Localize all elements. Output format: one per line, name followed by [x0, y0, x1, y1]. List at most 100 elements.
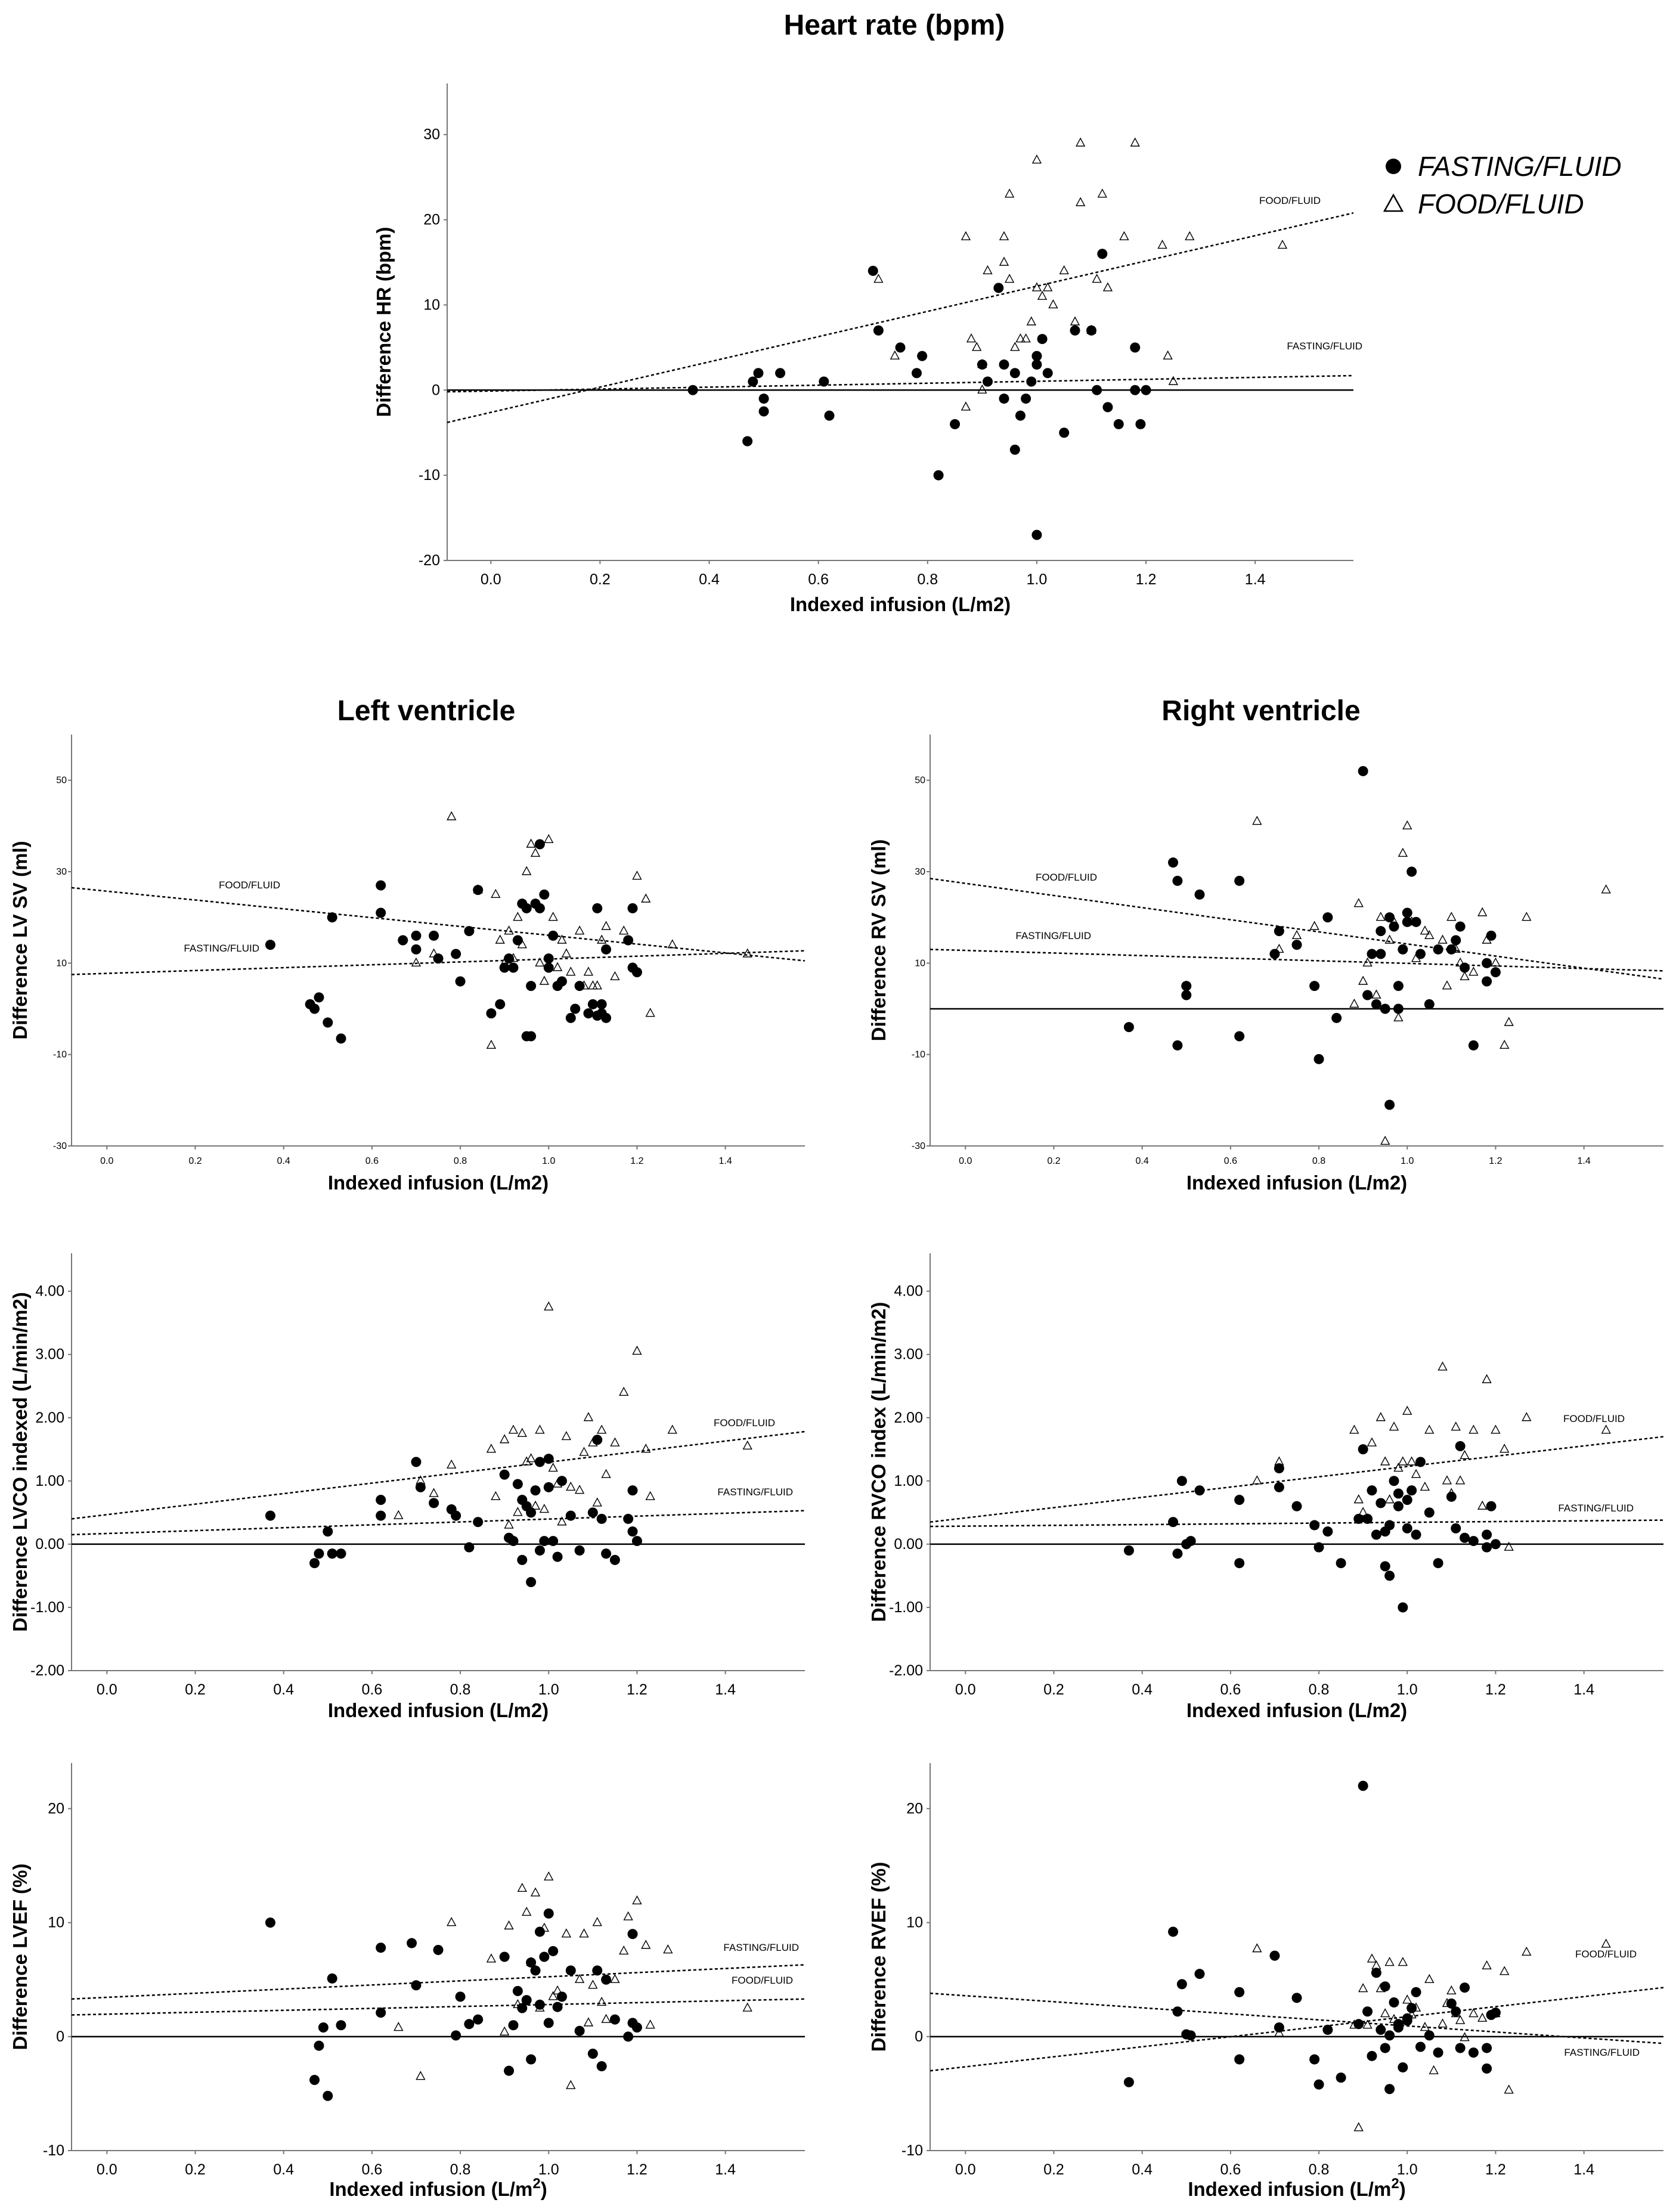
lvco-fasting-point — [587, 1507, 598, 1518]
rvco-fasting-point — [1168, 1517, 1179, 1528]
rvef-food-point — [1362, 2019, 1373, 2029]
lvco-fasting-point — [627, 1485, 638, 1496]
hr-food-point — [1075, 137, 1086, 147]
rvsv-food-point — [1362, 957, 1373, 967]
rvsv-food-point — [1274, 943, 1284, 953]
hr-fasting-point — [1070, 325, 1080, 336]
rvco-food-point — [1349, 1424, 1359, 1434]
rvef-fasting-point — [1168, 1926, 1179, 1937]
lvco-food-point — [526, 1453, 536, 1463]
hr-food-point — [1092, 274, 1102, 283]
rvco-y-tick-label: 4.00 — [894, 1283, 923, 1300]
rvsv-food-point — [1358, 975, 1368, 985]
lvco-food-fit-label: FOOD/FLUID — [714, 1417, 775, 1429]
rvco-fasting-fit-line — [930, 1519, 1663, 1528]
lvco-fasting-point — [464, 1542, 475, 1553]
rvco-fasting-point — [1460, 1532, 1470, 1543]
rvco-food-point — [1384, 1494, 1395, 1504]
rvef-fasting-point — [1336, 2072, 1346, 2083]
rvsv-fasting-point — [1433, 944, 1443, 955]
lvsv-fasting-point — [521, 903, 532, 913]
rvsv-fasting-point — [1234, 875, 1245, 886]
rvsv-food-point — [1349, 998, 1359, 1008]
rvco-fasting-point — [1313, 1542, 1324, 1553]
rvsv-food-point — [1420, 925, 1430, 935]
lvsv-fasting-point — [556, 976, 567, 987]
lvef-x-tick-label: 0.2 — [185, 2161, 206, 2178]
rvsv-food-point — [1380, 1135, 1390, 1145]
lvef-x-tick-label: 1.2 — [627, 2161, 648, 2178]
hr-chart-title: Heart rate (bpm) — [784, 10, 1005, 41]
rvco-fasting-point — [1411, 1529, 1421, 1540]
lvsv-fasting-point — [464, 926, 475, 937]
rvsv-food-point — [1469, 966, 1479, 976]
rvsv-fasting-point — [1376, 949, 1386, 959]
rvco-x-tick-label: 1.2 — [1485, 1681, 1506, 1698]
rvef-food-point — [1424, 1974, 1435, 1983]
rvef-food-point — [1482, 1960, 1492, 1969]
hr-fasting-point — [1031, 351, 1042, 361]
rvef-x-tick-label: 1.0 — [1397, 2161, 1418, 2178]
lvsv-fasting-point — [495, 999, 506, 1009]
lvsv-food-point — [588, 980, 598, 990]
rvco-fasting-point — [1384, 1520, 1395, 1531]
rvco-fasting-point — [1455, 1440, 1466, 1451]
lvco-fasting-point — [534, 1457, 545, 1467]
rvco-food-point — [1420, 1481, 1430, 1491]
rvef-food-point — [1420, 2022, 1430, 2031]
lvef-food-point — [548, 1991, 558, 2000]
rvco-fasting-point — [1358, 1444, 1368, 1455]
lvco-fasting-point — [376, 1495, 386, 1505]
hr-fasting-point — [1015, 410, 1026, 421]
lvef-fasting-point — [473, 2014, 484, 2025]
rvsv-food-point — [1411, 953, 1421, 962]
rvsv-y-tick-label: 50 — [915, 776, 925, 786]
lvsv-fasting-point — [512, 935, 523, 946]
hr-fasting-point — [1042, 368, 1053, 379]
rvsv-food-point — [1402, 820, 1412, 830]
lvef-food-point — [535, 2002, 545, 2012]
lvsv-x-tick-label: 0.8 — [454, 1156, 467, 1166]
rvco-fasting-point — [1185, 1536, 1196, 1547]
rvco-y-tick-label: -2.00 — [889, 1662, 923, 1679]
lvsv-food-point — [486, 1039, 497, 1049]
lvef-fasting-point — [574, 2025, 585, 2036]
lvco-food-point — [499, 1434, 510, 1443]
rvco-food-point — [1500, 1443, 1510, 1453]
rvco-y-tick-label: 1.00 — [894, 1473, 923, 1489]
lvef-fasting-point — [433, 1945, 444, 1956]
rvsv-fasting-point — [1384, 1099, 1395, 1110]
right-ventricle-title: Right ventricle — [1161, 695, 1360, 727]
lvco-x-tick-label: 0.4 — [273, 1681, 294, 1698]
lvef-food-point — [552, 1985, 563, 1995]
hr-fasting-point — [1130, 385, 1141, 395]
hr-fasting-point — [1086, 325, 1096, 336]
hr-food-point — [1043, 282, 1053, 292]
rvef-fasting-fit-label: FASTING/FLUID — [1564, 2047, 1640, 2058]
rvco-food-point — [1407, 1456, 1417, 1466]
hr-food-point — [1185, 231, 1195, 240]
lvef-x-axis-title-main: Indexed infusion (L/m — [329, 2178, 532, 2200]
rvco-x-axis-title-main: Indexed infusion (L/m2) — [1186, 1699, 1407, 1721]
lvef-food-point — [447, 1917, 457, 1926]
rvco-food-point — [1393, 1463, 1404, 1472]
lvsv-fasting-point — [534, 839, 545, 850]
lvsv-food-point — [667, 939, 677, 949]
rvsv-y-tick-label: -30 — [912, 1141, 925, 1151]
rvsv-fasting-point — [1415, 949, 1426, 959]
lvco-food-point — [522, 1456, 532, 1466]
lvef-food-point — [526, 1957, 536, 1966]
rvco-fasting-point — [1376, 1498, 1386, 1508]
hr-food-point — [1102, 282, 1113, 292]
lvef-fasting-point — [627, 1929, 638, 1940]
rvsv-fasting-point — [1482, 958, 1492, 968]
hr-fasting-point — [993, 283, 1004, 293]
rvsv-food-point — [1424, 930, 1435, 940]
rvco-food-point — [1460, 1449, 1470, 1460]
rvco-fasting-point — [1482, 1529, 1492, 1540]
rvef-food-point — [1252, 1943, 1262, 1953]
lvco-food-point — [557, 1516, 567, 1526]
rvco-x-tick-label: 1.4 — [1573, 1681, 1594, 1698]
rvef-food-point — [1429, 2065, 1439, 2074]
hr-fasting-point — [1031, 529, 1042, 540]
